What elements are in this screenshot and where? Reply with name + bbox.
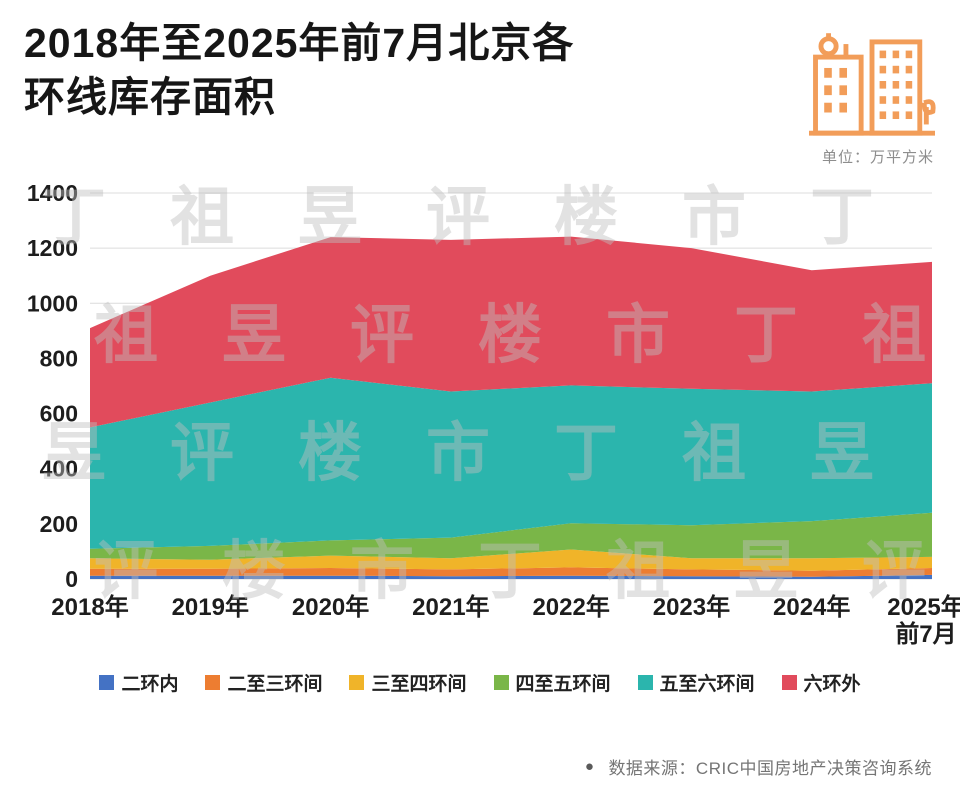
x-tick-label: 2018年 [51,593,128,621]
legend-swatch [99,675,115,690]
y-tick-label: 200 [40,511,78,537]
legend-item: 二至三环间 [205,669,322,696]
y-tick-label: 800 [40,345,78,371]
chart-legend: 二环内 二至三环间 三至四环间 四至五环间 五至六环间 六环外 [0,669,960,696]
header: 2018年至2025年前7月北京各 环线库存面积 [0,0,960,144]
page-title-line2: 环线库存面积 [24,74,276,121]
x-tick-label: 2021年 [412,593,489,621]
x-tick-label: 前7月 [895,620,956,648]
legend-label: 二至三环间 [227,674,323,695]
x-tick-label: 2023年 [653,593,730,621]
legend-item: 六环外 [781,669,861,696]
buildings-icon [806,18,938,144]
legend-label: 四至五环间 [515,674,611,695]
y-tick-label: 0 [65,566,78,592]
legend-item: 三至四环间 [349,669,467,696]
legend-item: 二环内 [99,669,178,696]
y-tick-label: 1200 [27,235,78,261]
legend-swatch [205,675,221,690]
y-tick-label: 400 [40,456,78,482]
area-series [90,549,932,571]
legend-label: 三至四环间 [371,674,467,695]
area-series [90,512,932,560]
bullet-icon: ● [584,758,595,775]
page-title: 2018年至2025年前7月北京各 环线库存面积 [24,16,574,124]
y-tick-label: 1400 [27,180,78,206]
y-tick-label: 600 [40,401,78,427]
area-series [90,567,932,577]
x-tick-label: 2020年 [292,593,369,621]
footer: ● 数据来源：CRIC中国房地产决策咨询系统 [0,754,960,779]
page-title-line1: 2018年至2025年前7月北京各 [24,20,575,66]
stacked-area-chart: 0 200 400 600 800 1000 1200 1400 2018年 2019年 2020年… [27,180,960,648]
x-tick-label: 2019年 [172,593,249,621]
data-source-text: 数据来源：CRIC中国房地产决策咨询系统 [608,759,932,778]
legend-swatch [349,675,365,690]
x-tick-label: 2025年 [887,593,960,621]
legend-swatch [637,675,653,690]
x-tick-label: 2024年 [773,593,850,621]
area-series [90,236,932,428]
chart-area: 0 200 400 600 800 1000 1200 1400 2018年 2019年 2020年… [24,177,960,648]
x-tick-label: 2022年 [532,593,609,621]
legend-swatch [781,675,797,690]
legend-item: 四至五环间 [493,669,611,696]
unit-row: 单位：万平方米 [0,146,960,167]
unit-label: 单位：万平方米 [821,149,934,166]
legend-label: 六环外 [803,674,861,695]
area-series [90,377,932,549]
legend-label: 二环内 [121,674,179,695]
y-tick-label: 1000 [27,290,78,316]
legend-swatch [493,675,509,690]
legend-label: 五至六环间 [659,674,755,695]
area-series [90,574,932,579]
legend-item: 五至六环间 [637,669,755,696]
